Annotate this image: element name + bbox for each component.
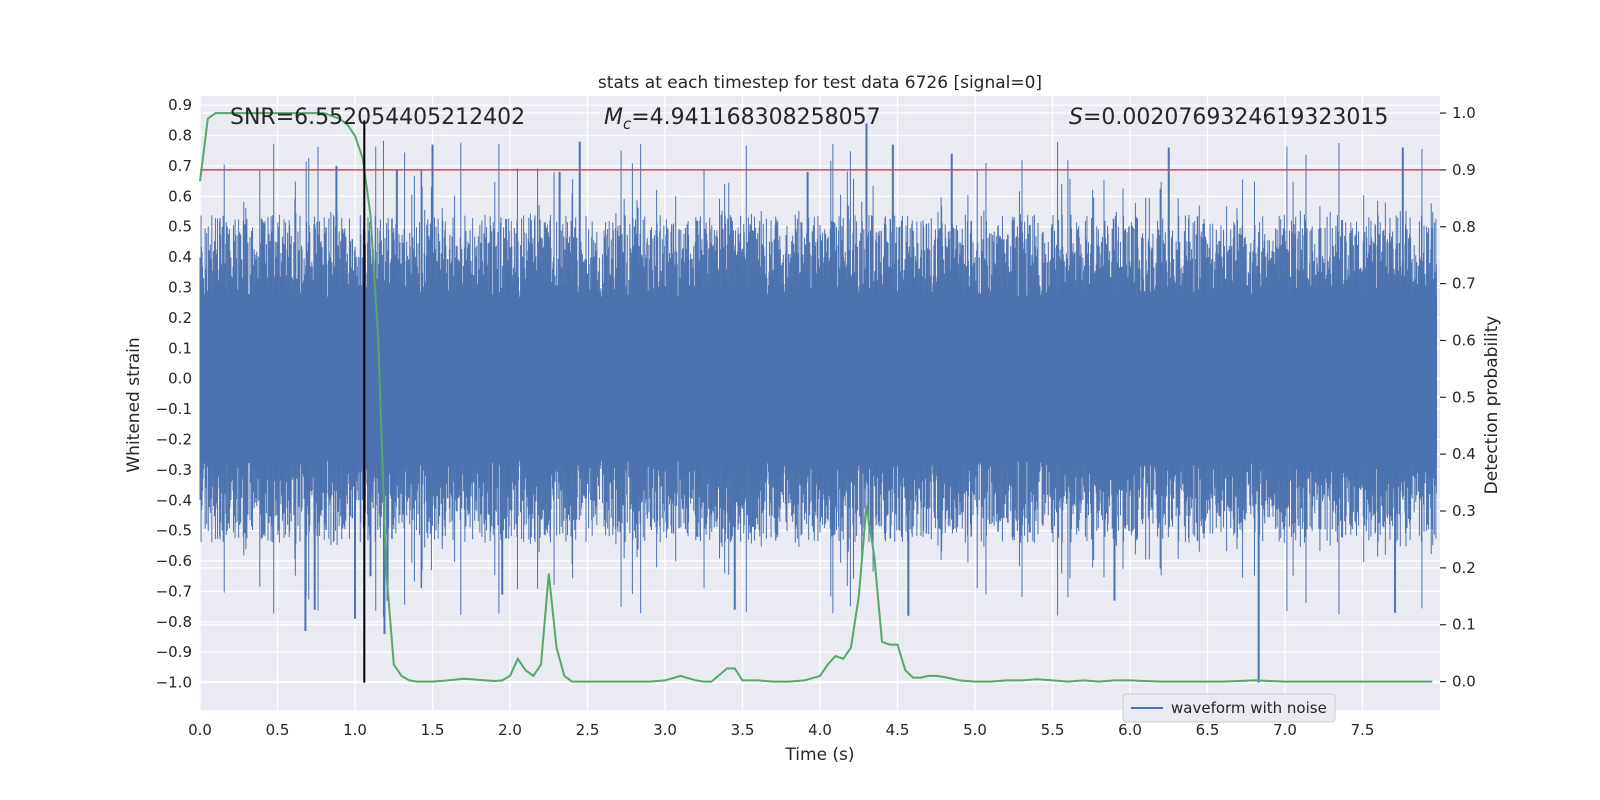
y2-tick-label: 0.2 xyxy=(1452,559,1476,577)
y2-tick-label: 0.5 xyxy=(1452,388,1476,406)
x-tick-label: 7.5 xyxy=(1351,721,1375,739)
y-axis-ticks: 0.9 0.8 0.7 0.6 0.5 0.4 0.3 0.2 0.1 0.0 −0.1 −0.2 −0… xyxy=(156,96,192,692)
y-tick-label: −0.8 xyxy=(156,613,192,631)
y-tick-label: 0.4 xyxy=(168,248,192,266)
y-tick-label: −0.2 xyxy=(156,430,192,448)
y2-tick-label: 0.6 xyxy=(1452,331,1476,349)
x-tick-label: 3.0 xyxy=(653,721,677,739)
x-tick-label: 5.5 xyxy=(1041,721,1065,739)
chirp-mass-annotation: Mc=4.941168308258057 xyxy=(604,105,881,133)
x-tick-label: 6.0 xyxy=(1118,721,1142,739)
x-tick-label: 1.0 xyxy=(343,721,367,739)
x-tick-label: 2.5 xyxy=(576,721,600,739)
legend-label: waveform with noise xyxy=(1171,699,1327,717)
x-tick-label: 7.0 xyxy=(1273,721,1297,739)
s-symbol: S xyxy=(1069,105,1083,130)
x-tick-label: 2.0 xyxy=(498,721,522,739)
waveform-core xyxy=(200,296,1437,461)
legend-box xyxy=(1122,693,1336,723)
y-tick-label: 0.8 xyxy=(168,127,192,145)
chirp-mass-symbol: M xyxy=(604,105,623,130)
chart-title: stats at each timestep for test data 672… xyxy=(598,73,1042,93)
x-tick-label: 6.5 xyxy=(1196,721,1220,739)
y2-axis-label: Detection probability xyxy=(1482,316,1502,495)
y-tick-label: 0.1 xyxy=(168,339,192,357)
x-axis-ticks: 0.0 0.5 1.0 1.5 2.0 2.5 3.0 3.5 4.0 4.5 5.0 5.5 6.0 6… xyxy=(188,721,1374,739)
s-annotation: S=0.0020769324619323015 xyxy=(1069,105,1388,130)
y-axis-label: Whitened strain xyxy=(124,337,144,472)
snr-annotation: SNR=6.552054405212402 xyxy=(230,105,525,130)
y-tick-label: −0.7 xyxy=(156,582,192,600)
y-tick-label: 0.3 xyxy=(168,278,192,296)
y-tick-label: −0.5 xyxy=(156,522,192,540)
overlay-lines xyxy=(199,112,1440,683)
y2-tick-label: 0.1 xyxy=(1452,616,1476,634)
legend: waveform with noise xyxy=(1122,693,1336,723)
y-tick-label: 0.6 xyxy=(168,187,192,205)
s-value: =0.0020769324619323015 xyxy=(1083,105,1388,130)
x-tick-label: 0.0 xyxy=(188,721,212,739)
y2-tick-label: 1.0 xyxy=(1452,104,1476,122)
y2-axis-ticks: 1.0 0.9 0.8 0.7 0.6 0.5 0.4 0.3 0.2 0.1 0.0 xyxy=(1440,104,1476,691)
x-axis-label: Time (s) xyxy=(784,745,854,765)
y2-tick-label: 0.9 xyxy=(1452,161,1476,179)
waveform-series xyxy=(199,123,1437,683)
y-tick-label: −0.9 xyxy=(156,643,192,661)
y-tick-label: −0.6 xyxy=(156,552,192,570)
y-tick-label: 0.9 xyxy=(168,96,192,114)
x-tick-label: 0.5 xyxy=(266,721,290,739)
y2-tick-label: 0.4 xyxy=(1452,445,1476,463)
x-tick-label: 4.0 xyxy=(808,721,832,739)
y-tick-label: 0.2 xyxy=(168,309,192,327)
y2-tick-label: 0.3 xyxy=(1452,502,1476,520)
y2-tick-label: 0.8 xyxy=(1452,218,1476,236)
chirp-mass-subscript: c xyxy=(623,115,632,133)
x-tick-label: 3.5 xyxy=(731,721,755,739)
y-tick-label: 0.7 xyxy=(168,157,192,175)
x-tick-label: 4.5 xyxy=(886,721,910,739)
y-tick-label: −1.0 xyxy=(156,674,192,692)
x-tick-label: 5.0 xyxy=(963,721,987,739)
y2-tick-label: 0.0 xyxy=(1452,673,1476,691)
probability-line xyxy=(199,112,1433,683)
y2-tick-label: 0.7 xyxy=(1452,275,1476,293)
y-tick-label: 0.0 xyxy=(168,370,192,388)
x-tick-label: 1.5 xyxy=(421,721,445,739)
y-tick-label: −0.4 xyxy=(156,491,192,509)
y-tick-label: 0.5 xyxy=(168,218,192,236)
y-tick-label: −0.1 xyxy=(156,400,192,418)
chirp-mass-value: =4.941168308258057 xyxy=(631,105,880,130)
y-tick-label: −0.3 xyxy=(156,461,192,479)
